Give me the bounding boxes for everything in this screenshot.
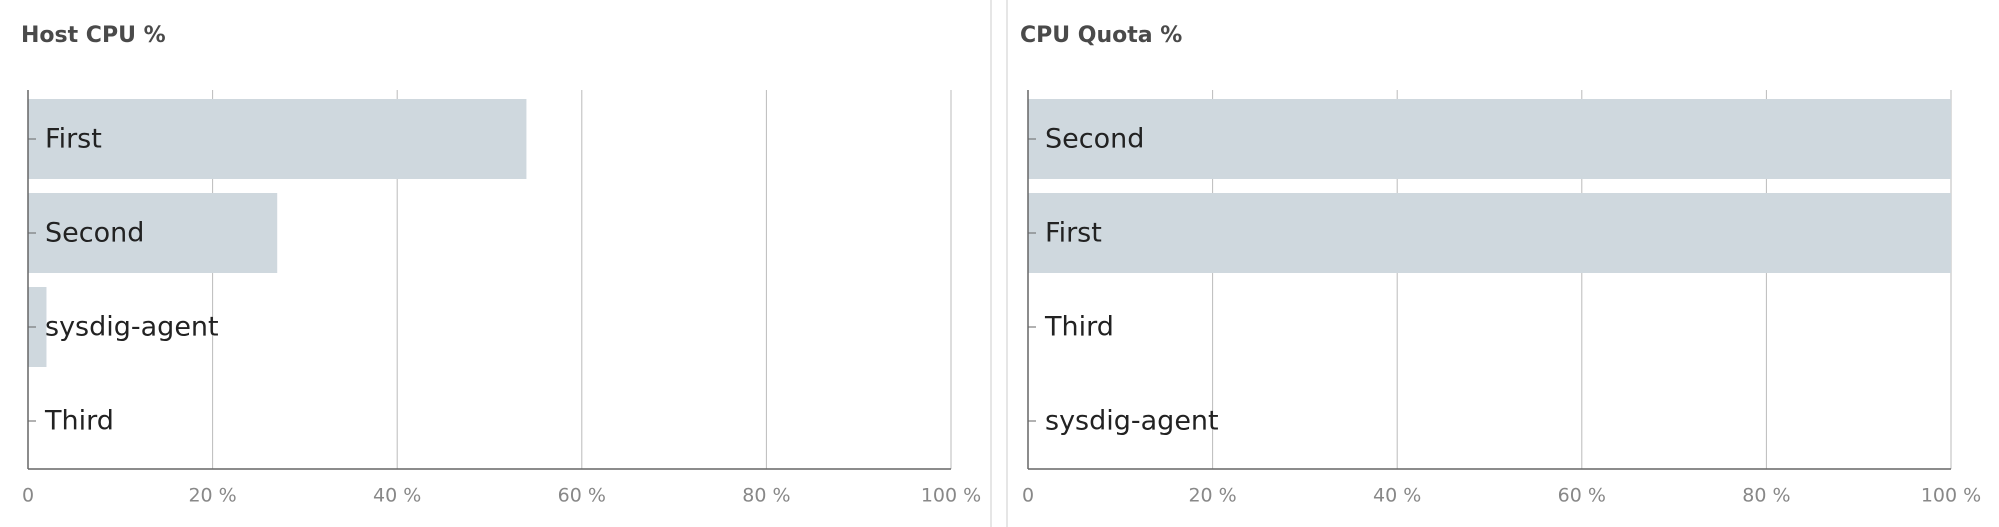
category-label: Second (1045, 124, 1144, 155)
x-tick-label: 20 % (1188, 485, 1236, 507)
bar (1028, 99, 1951, 179)
category-label: sysdig-agent (45, 312, 219, 343)
x-tick-label: 0 (1022, 485, 1034, 507)
x-tick-label: 100 % (1921, 485, 1981, 507)
bar (28, 193, 278, 273)
category-label: Third (1044, 312, 1114, 343)
category-label: sysdig-agent (1045, 406, 1219, 437)
x-tick-label: 60 % (558, 485, 606, 507)
x-tick-label: 100 % (921, 485, 981, 507)
category-label: Second (45, 218, 144, 249)
x-tick-label: 40 % (1373, 485, 1421, 507)
chart-title: CPU Quota % (1020, 23, 1182, 48)
x-tick-label: 80 % (1742, 485, 1790, 507)
chart-title: Host CPU % (21, 23, 166, 48)
bar (28, 99, 527, 179)
bar (28, 287, 47, 367)
x-tick-label: 80 % (742, 485, 790, 507)
category-label: First (45, 124, 102, 155)
x-tick-label: 0 (22, 485, 34, 507)
x-tick-label: 60 % (1558, 485, 1606, 507)
bar (1028, 193, 1951, 273)
category-label: Third (44, 406, 114, 437)
category-label: First (1045, 218, 1102, 249)
x-tick-label: 20 % (188, 485, 236, 507)
x-tick-label: 40 % (373, 485, 421, 507)
